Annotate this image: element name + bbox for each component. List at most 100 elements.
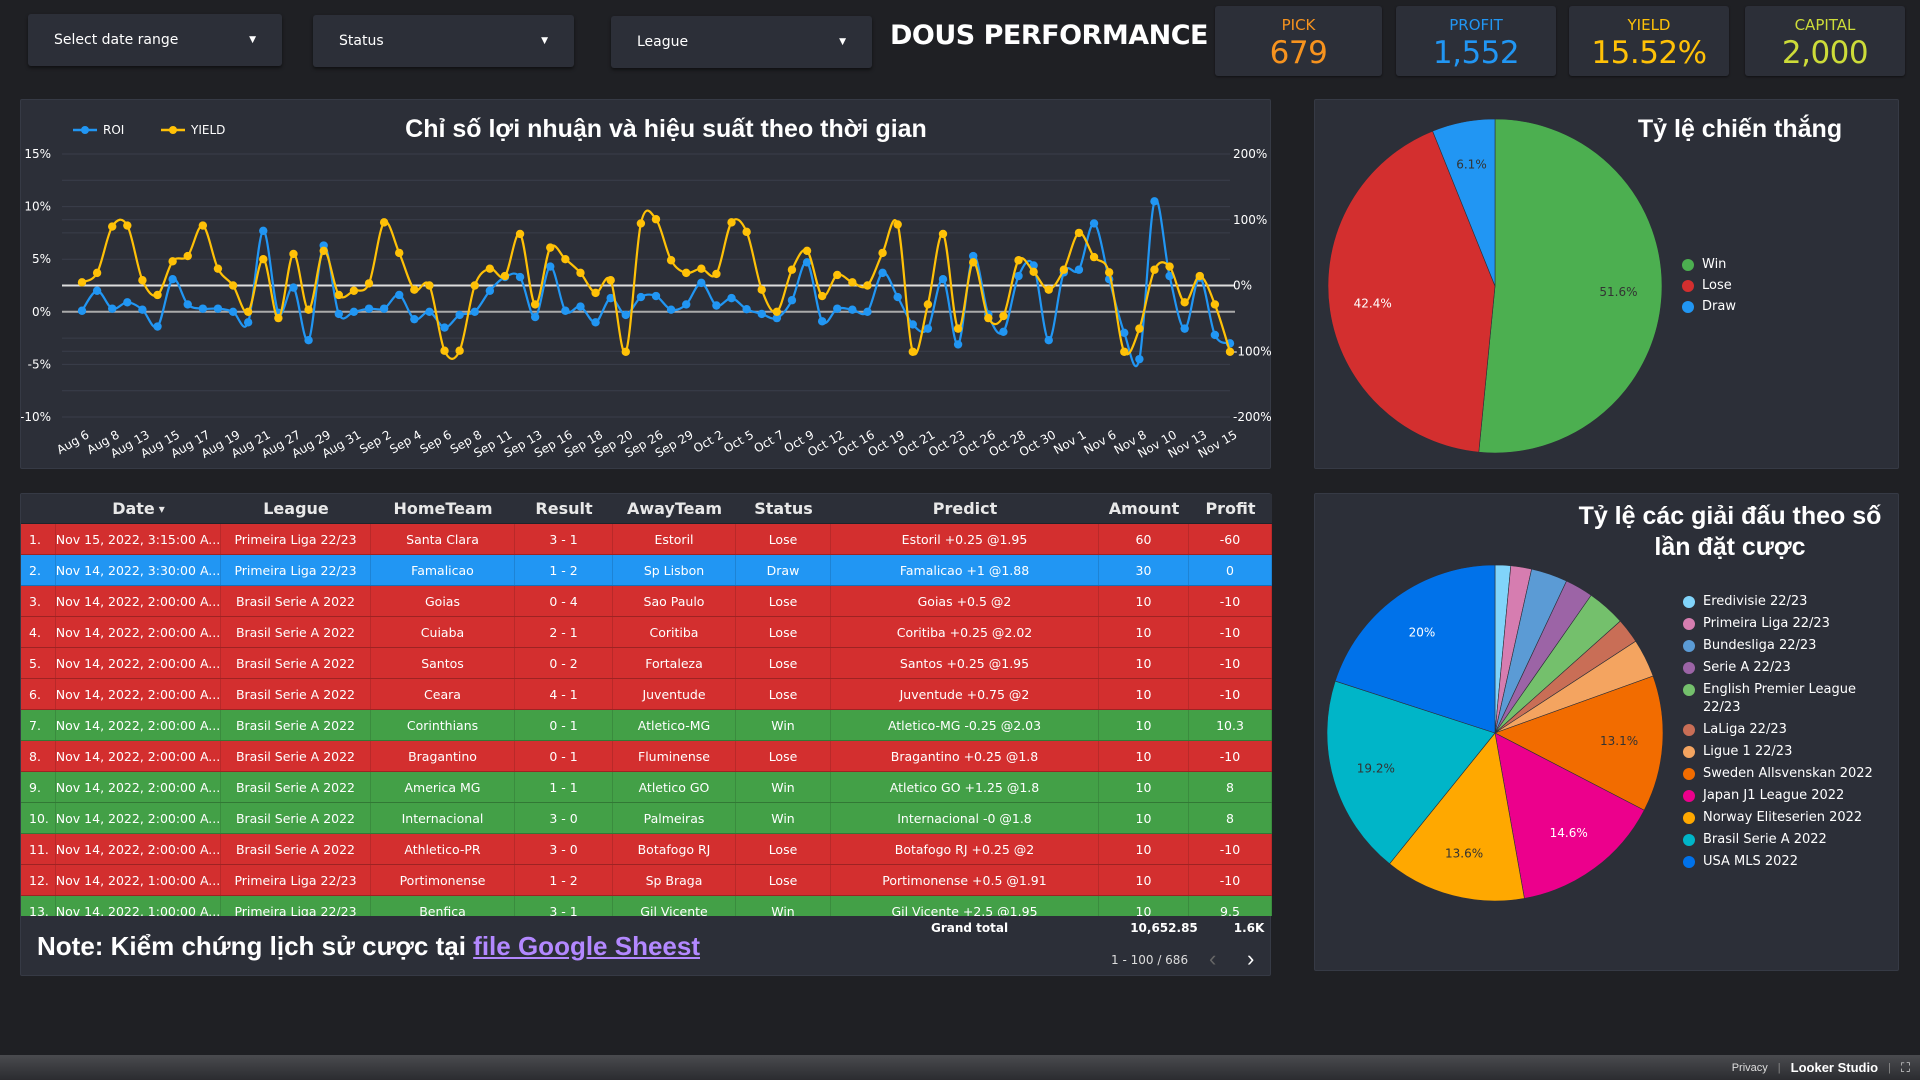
column-header[interactable]: Profit (1189, 494, 1272, 523)
fullscreen-icon[interactable]: ⛶ (1900, 1059, 1910, 1075)
column-header[interactable]: AwayTeam (613, 494, 736, 523)
result-cell: 3 - 0 (515, 834, 613, 864)
legend-item[interactable]: Lose (1682, 277, 1882, 295)
column-header[interactable]: Date ▾ (56, 494, 221, 523)
data-point-roi (682, 300, 691, 309)
data-point-roi (334, 309, 343, 319)
legend-item[interactable]: Japan J1 League 2022 (1683, 787, 1883, 805)
date-range-filter[interactable]: Select date range ▼ (28, 14, 282, 66)
data-point-roi (817, 317, 827, 326)
x-tick-label: Sep 4 (387, 427, 424, 456)
legend-item[interactable]: Norway Eliteserien 2022 (1683, 809, 1883, 827)
league-cell: Brasil Serie A 2022 (221, 834, 371, 864)
pie-slice (1432, 118, 1496, 287)
column-header-label: Date (112, 499, 155, 518)
league-cell: Brasil Serie A 2022 (221, 710, 371, 740)
legend-item[interactable]: Sweden Allsvenskan 2022 (1683, 765, 1883, 783)
table-row[interactable]: 1. Nov 15, 2022, 3:15:00 A... Primeira Lig… (21, 524, 1272, 555)
status-filter[interactable]: Status ▼ (313, 15, 574, 67)
data-point-roi (123, 298, 132, 307)
data-point-roi (1074, 265, 1084, 274)
result-cell: 3 - 1 (515, 896, 613, 916)
data-point-yield (727, 218, 736, 227)
column-header[interactable]: Result (515, 494, 613, 523)
column-header[interactable]: Amount (1099, 494, 1189, 523)
row-number: 6. (21, 679, 56, 709)
legend-item[interactable]: LaLiga 22/23 (1683, 721, 1883, 739)
data-point-roi (485, 286, 495, 295)
date-cell: Nov 14, 2022, 1:00:00 A... (56, 865, 221, 895)
prev-page-button[interactable]: ‹ (1209, 946, 1217, 971)
bets-table-card: Date ▾ League HomeTeam Result AwayTeam Status… (20, 493, 1272, 976)
grand-total-profit: 1.6K (1233, 921, 1265, 935)
data-point-yield (1044, 285, 1053, 294)
amount-cell: 10 (1099, 617, 1189, 647)
away-team-cell: Botafogo RJ (613, 834, 736, 864)
data-point-yield (576, 268, 585, 278)
data-point-roi (606, 293, 615, 303)
profit-cell: 10.3 (1189, 710, 1272, 740)
profit-cell: -10 (1189, 865, 1272, 895)
legend-item[interactable]: Bundesliga 22/23 (1683, 637, 1883, 655)
table-row[interactable]: 10. Nov 14, 2022, 2:00:00 A... Brasil Seri… (21, 803, 1272, 834)
data-point-yield (485, 264, 495, 273)
data-point-yield (1029, 267, 1038, 277)
data-point-roi (530, 312, 540, 322)
sort-desc-icon[interactable]: ▾ (158, 501, 165, 516)
league-share-title: Tỷ lệ các giải đấu theo số lần đặt cược (1578, 502, 1882, 561)
data-point-roi (999, 327, 1008, 336)
legend-item[interactable]: Win (1682, 256, 1882, 274)
table-row[interactable]: 5. Nov 14, 2022, 2:00:00 A... Brasil Serie… (21, 648, 1272, 679)
column-header[interactable]: League (221, 494, 371, 523)
pie-slice (1478, 118, 1663, 454)
result-cell: 1 - 2 (515, 865, 613, 895)
predict-cell: Estoril +0.25 @1.95 (831, 524, 1099, 554)
data-point-roi (1165, 271, 1174, 281)
legend-item[interactable]: English Premier League 22/23 (1683, 681, 1883, 717)
legend-item[interactable]: Ligue 1 22/23 (1683, 743, 1883, 761)
data-point-yield (470, 281, 479, 290)
legend-item[interactable]: Draw (1682, 298, 1882, 316)
next-page-button[interactable]: › (1247, 946, 1255, 971)
table-row[interactable]: 4. Nov 14, 2022, 2:00:00 A... Brasil Serie… (21, 617, 1272, 648)
row-number: 1. (21, 524, 56, 554)
result-cell: 0 - 2 (515, 648, 613, 678)
status-cell: Lose (736, 865, 831, 895)
data-point-roi (1150, 197, 1159, 206)
data-point-yield (908, 347, 917, 356)
legend-item[interactable]: Serie A 22/23 (1683, 659, 1883, 677)
legend-item[interactable]: Brasil Serie A 2022 (1683, 831, 1883, 849)
table-row[interactable]: 9. Nov 14, 2022, 2:00:00 A... Brasil Serie… (21, 772, 1272, 803)
table-row[interactable]: 13. Nov 14, 2022, 1:00:00 A... Primeira Li… (21, 896, 1272, 916)
league-filter[interactable]: League ▼ (611, 16, 872, 68)
column-header[interactable]: HomeTeam (371, 494, 515, 523)
y-right-tick-label: 0% (1233, 279, 1252, 293)
league-cell: Brasil Serie A 2022 (221, 772, 371, 802)
result-cell: 1 - 2 (515, 555, 613, 585)
home-team-cell: Bragantino (371, 741, 515, 771)
table-row[interactable]: 3. Nov 14, 2022, 2:00:00 A... Brasil Serie… (21, 586, 1272, 617)
data-point-roi (1135, 354, 1144, 364)
data-point-yield (651, 215, 661, 224)
status-cell: Win (736, 803, 831, 833)
table-row[interactable]: 6. Nov 14, 2022, 2:00:00 A... Brasil Serie… (21, 679, 1272, 710)
table-row[interactable]: 2. Nov 14, 2022, 3:30:00 A... Primeira Lig… (21, 555, 1272, 586)
table-row[interactable]: 8. Nov 14, 2022, 2:00:00 A... Brasil Serie… (21, 741, 1272, 772)
table-row[interactable]: 7. Nov 14, 2022, 2:00:00 A... Brasil Serie… (21, 710, 1272, 741)
league-cell: Brasil Serie A 2022 (221, 679, 371, 709)
privacy-link[interactable]: Privacy (1731, 1061, 1768, 1074)
data-point-roi (364, 304, 374, 313)
looker-studio-logo[interactable]: Looker Studio (1790, 1060, 1879, 1075)
table-row[interactable]: 11. Nov 14, 2022, 2:00:00 A... Brasil Seri… (21, 834, 1272, 865)
column-header[interactable]: Status (736, 494, 831, 523)
data-point-roi (440, 323, 449, 332)
google-sheet-link[interactable]: file Google Sheest (473, 931, 700, 961)
data-point-roi (395, 290, 404, 300)
column-header-label: Status (754, 499, 813, 518)
legend-item[interactable]: USA MLS 2022 (1683, 853, 1883, 871)
column-header[interactable]: Predict (831, 494, 1099, 523)
profit-cell: 9.5 (1189, 896, 1272, 916)
table-row[interactable]: 12. Nov 14, 2022, 1:00:00 A... Primeira Li… (21, 865, 1272, 896)
legend-item[interactable]: Primeira Liga 22/23 (1683, 615, 1883, 633)
legend-item[interactable]: Eredivisie 22/23 (1683, 593, 1883, 611)
